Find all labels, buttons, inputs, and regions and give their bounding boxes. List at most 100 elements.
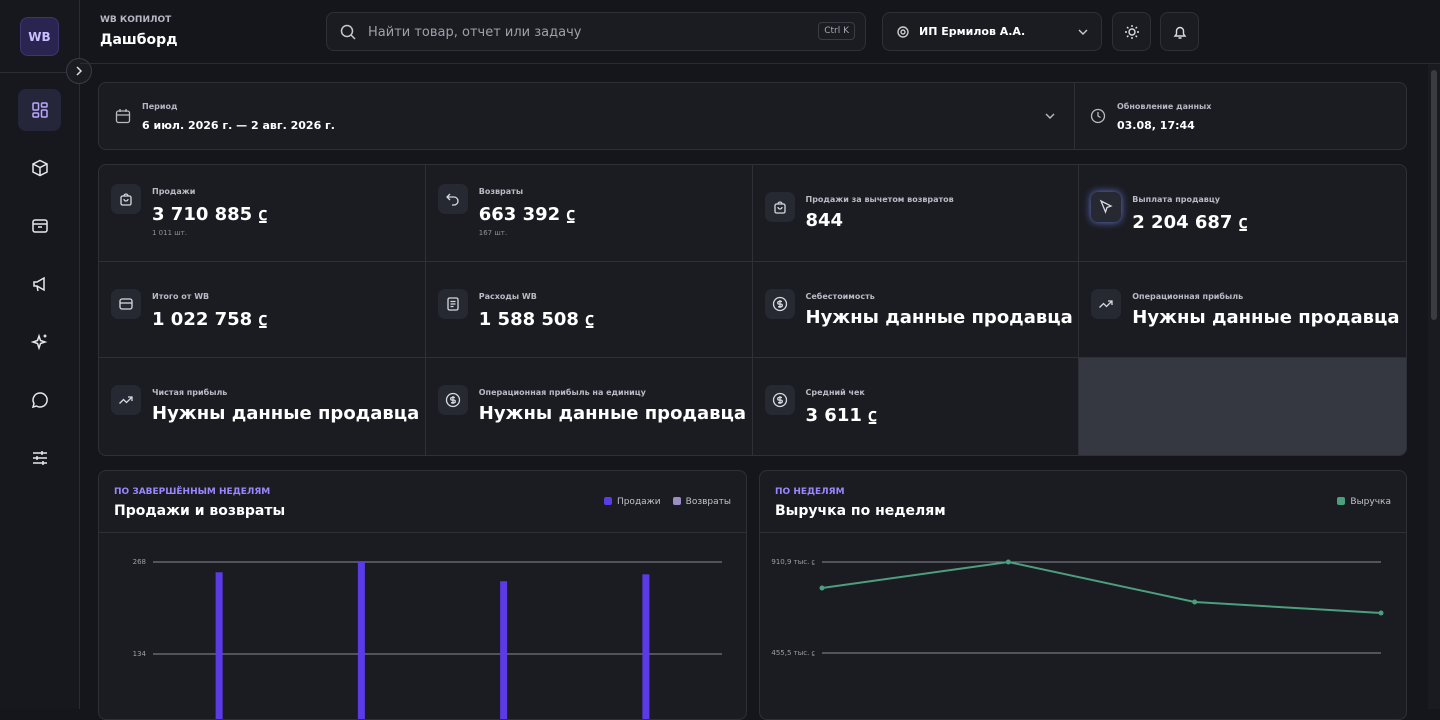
metric-label: Операционная прибыль: [1132, 291, 1244, 301]
icon: [772, 393, 787, 408]
y-tick-label: 134: [133, 650, 147, 658]
nav-ads[interactable]: [18, 263, 61, 305]
y-tick-label: 268: [133, 558, 146, 566]
legend-label: Продажи: [616, 497, 661, 507]
metric-icon: [437, 288, 468, 319]
chart-plot: 134 268: [133, 558, 722, 719]
chart-card: ПО НЕДЕЛЯМ Выручка по неделям Выручка 45…: [759, 470, 1407, 720]
nav-orders[interactable]: [18, 205, 61, 247]
icon: [445, 193, 459, 206]
period-value[interactable]: 6 июл. 2026 г. — 2 авг. 2026 г.: [142, 119, 335, 132]
nav-chat[interactable]: [18, 379, 61, 421]
metric-icon: [764, 192, 795, 222]
icon: [30, 333, 47, 351]
metric-card: Выплата продавцу 2 204 687 ⃀: [1079, 165, 1406, 262]
metric-card: Средний чек 3 611 ⃀: [753, 358, 1080, 455]
account-name: ИП Ермилов А.А.: [919, 25, 1026, 38]
icon: [1099, 199, 1113, 214]
metric-icon: [1091, 288, 1122, 319]
divider: [99, 532, 746, 533]
chart-title: Продажи и возвраты: [114, 503, 286, 519]
notifications-button[interactable]: [1160, 12, 1199, 51]
update-value: 03.08, 17:44: [1117, 119, 1195, 132]
legend: Выручка: [1337, 497, 1391, 507]
icon: [32, 451, 47, 465]
logo[interactable]: WB: [20, 17, 59, 56]
scrollbar[interactable]: [1428, 64, 1440, 709]
calendar-icon: [115, 109, 131, 124]
chart-card: ПО ЗАВЕРШЁННЫМ НЕДЕЛЯМ Продажи и возврат…: [98, 470, 747, 720]
icon: [120, 193, 132, 206]
metric-value: 2 204 687 ⃀: [1132, 212, 1248, 233]
icon: [447, 297, 459, 311]
chart-subtitle: ПО НЕДЕЛЯМ: [775, 487, 845, 497]
legend-swatch: [672, 497, 681, 505]
y-tick-label: 910,9 тыс. ⃀: [771, 558, 815, 566]
metrics-grid: Продажи 3 710 885 ⃀ 1 011 шт. Возвраты 663 3…: [98, 164, 1407, 456]
legend-item[interactable]: Продажи: [603, 497, 661, 507]
legend-swatch: [1337, 497, 1346, 505]
theme-button[interactable]: [1112, 12, 1151, 51]
metric-value: Нужны данные продавца: [152, 403, 420, 425]
metric-card: Итого от WB 1 022 758 ⃀: [99, 261, 426, 359]
metric-card: Операционная прибыль на единицу Нужны дан…: [426, 358, 753, 455]
icon: [772, 296, 787, 311]
sidebar: WB: [0, 0, 80, 709]
divider: [1074, 83, 1075, 149]
point: [819, 585, 825, 591]
clock-icon: [1090, 108, 1106, 124]
nav-settings[interactable]: [18, 437, 61, 479]
sidebar-toggle[interactable]: [66, 58, 92, 84]
metric-icon: [111, 288, 141, 319]
search[interactable]: Найти товар, отчет или задачу Ctrl K: [326, 12, 866, 51]
point: [1192, 599, 1198, 605]
metric-label: Продажи: [152, 187, 196, 196]
icon: [31, 219, 48, 233]
metric-icon: [1091, 192, 1122, 222]
bar: [642, 574, 650, 719]
y-tick-label: 455,5 тыс. ⃀: [771, 649, 815, 657]
bar: [500, 581, 508, 719]
point: [1378, 610, 1384, 616]
chart-title: Выручка по неделям: [775, 503, 946, 519]
metric-value: Нужны данные продавца: [478, 403, 746, 425]
metric-card: Возвраты 663 392 ⃀ 167 шт.: [425, 165, 753, 262]
metric-label: Операционная прибыль на единицу: [478, 388, 646, 398]
shortcut: Ctrl K: [818, 22, 855, 40]
metric-icon: [764, 385, 795, 416]
chart-subtitle: ПО ЗАВЕРШЁННЫМ НЕДЕЛЯМ: [114, 487, 271, 497]
legend-label: Выручка: [1350, 497, 1391, 507]
account-select[interactable]: ИП Ермилов А.А.: [882, 12, 1102, 51]
icon: [897, 26, 909, 38]
chart-plot: 455,5 тыс. ⃀ 910,9 тыс. ⃀: [771, 558, 1384, 657]
period-label: Период: [142, 102, 178, 111]
icon: [445, 393, 460, 408]
nav-products[interactable]: [18, 147, 61, 189]
metric-label: Продажи за вычетом возвратов: [805, 195, 954, 204]
bar: [215, 572, 223, 719]
icon: [31, 102, 48, 118]
metric-card: Чистая прибыль Нужны данные продавца: [99, 358, 426, 455]
nav-dashboard[interactable]: [18, 89, 61, 131]
icon: [1099, 300, 1113, 308]
app-name: WB КОПИЛОТ: [100, 15, 172, 25]
metric-card: Продажи 3 710 885 ⃀ 1 011 шт.: [99, 165, 426, 262]
metric-label: Себестоимость: [805, 291, 875, 301]
metric-value: 1 022 758 ⃀: [152, 308, 268, 330]
empty-cell: [1079, 358, 1406, 455]
point: [1005, 559, 1011, 565]
topbar: [80, 0, 1440, 64]
legend-item[interactable]: Выручка: [1337, 497, 1391, 507]
scroll-thumb[interactable]: [1431, 70, 1437, 320]
chevron: [1078, 29, 1088, 35]
icon: [76, 66, 83, 76]
legend-item[interactable]: Возвраты: [672, 497, 731, 507]
chevron[interactable]: [1045, 112, 1055, 120]
metric-sub: 1 011 шт.: [152, 229, 187, 237]
metric-card: Расходы WB 1 588 508 ⃀: [425, 261, 753, 359]
metric-icon: [437, 184, 468, 214]
nav-ai[interactable]: [18, 321, 61, 363]
metric-icon: [764, 288, 795, 319]
icon: [1125, 25, 1139, 39]
